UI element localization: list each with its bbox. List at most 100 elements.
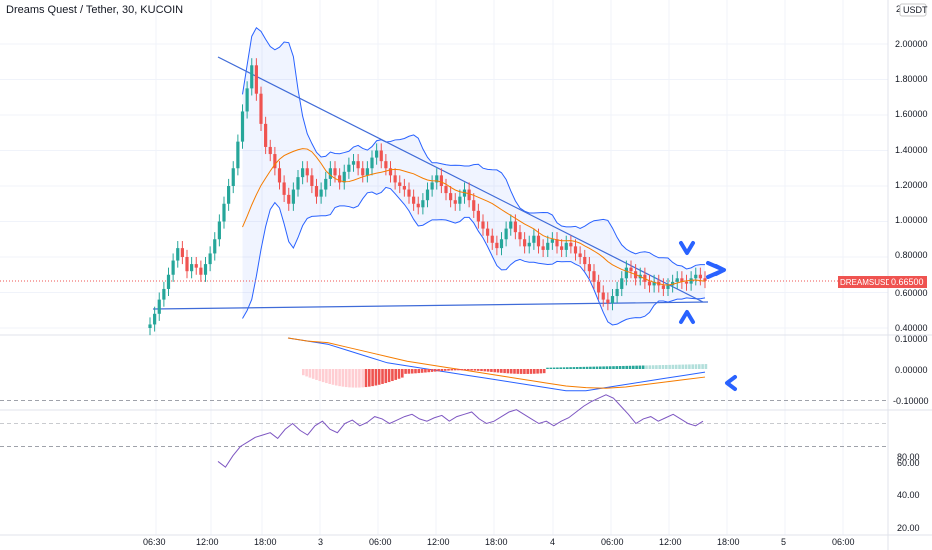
candle-body: [245, 88, 249, 112]
candle-body: [176, 248, 180, 261]
macd-histogram-bar: [397, 369, 401, 379]
macd-histogram-bar: [427, 369, 430, 373]
macd-histogram-bar: [655, 365, 658, 369]
macd-histogram-bar: [701, 364, 704, 369]
macd-tick-label: 0.00000: [895, 365, 928, 375]
macd-histogram-bar: [460, 369, 463, 371]
candle-body: [684, 281, 689, 284]
macd-histogram-bar: [704, 364, 708, 369]
macd-axis[interactable]: 0.10000 0.00000 -0.10000: [893, 334, 929, 406]
macd-histogram-bar: [335, 369, 338, 386]
candle-body: [476, 210, 480, 222]
rsi-tick-label: 40.00: [897, 490, 920, 500]
candle-body: [236, 141, 240, 169]
price-tick-label: 1.40000: [895, 145, 928, 155]
candle-body: [421, 200, 425, 208]
macd-histogram-bar: [605, 366, 609, 369]
rsi-tick-label: 60.00: [897, 458, 920, 468]
macd-histogram-bar: [394, 369, 397, 380]
macd-histogram-bar: [361, 369, 364, 388]
macd-histogram-bar: [420, 369, 424, 373]
upper-band: [242, 26, 706, 270]
macd-histogram-bar: [348, 369, 351, 388]
macd-histogram-bar: [661, 365, 665, 369]
candle-body: [157, 299, 161, 314]
time-axis[interactable]: 06:30 12:00 18:00 3 06:00 12:00 18:00 4 …: [143, 537, 855, 547]
candle-body: [222, 203, 226, 222]
candle-body: [365, 168, 369, 176]
time-tick-label: 12:00: [659, 537, 682, 547]
macd-histogram-bar: [556, 367, 559, 369]
candle-body: [518, 232, 522, 240]
candle-body: [407, 189, 411, 197]
rsi-tick-label: 80.00: [897, 452, 920, 462]
macd-histogram-bar: [632, 365, 635, 369]
macd-tick-label: -0.10000: [893, 396, 929, 406]
candle-body: [305, 168, 309, 176]
candle-body: [606, 299, 610, 304]
candle-body: [680, 278, 684, 282]
candle-body: [333, 168, 337, 176]
macd-histogram-bar: [503, 369, 506, 374]
candle-body: [314, 186, 319, 197]
candle-body: [203, 264, 208, 275]
macd-histogram-bar: [635, 365, 638, 369]
macd-histogram-bar: [592, 366, 595, 369]
candle-body: [153, 313, 157, 325]
macd-histogram-bar: [463, 369, 467, 371]
macd-tick-label: 0.10000: [895, 334, 928, 344]
candle-body: [569, 242, 573, 247]
macd-histogram-bar: [381, 369, 384, 384]
candle-body: [282, 182, 286, 195]
macd-histogram-bar: [513, 369, 516, 374]
macd-histogram-bar: [566, 367, 569, 369]
candle-body: [698, 274, 702, 279]
candle-body: [213, 239, 217, 254]
candle-body: [393, 175, 397, 183]
up-arrow-icon: [679, 310, 695, 324]
macd-histogram-bar: [391, 369, 394, 382]
macd-histogram-bar: [470, 369, 473, 371]
support-trendline: [152, 301, 709, 310]
time-tick-label: 18:00: [717, 537, 740, 547]
candle-body: [402, 186, 406, 190]
rsi-pane: [0, 394, 888, 468]
macd-histogram-bar: [638, 365, 642, 369]
candle-body: [388, 168, 393, 176]
rsi-axis[interactable]: 80.00 60.00 40.00 20.00: [897, 452, 920, 533]
price-axis[interactable]: 2 USDT 2.00000 1.80000 1.60000 1.40000 1…: [838, 3, 928, 333]
time-tick-label: 06:00: [369, 537, 392, 547]
candle-body: [490, 235, 494, 243]
macd-histogram-bar: [302, 369, 305, 376]
price-tick-label: 0.40000: [895, 323, 928, 333]
macd-histogram-bar: [622, 365, 625, 369]
candle-body: [384, 161, 388, 169]
macd-histogram-bar: [483, 369, 487, 372]
macd-histogram-bar: [536, 369, 539, 374]
candle-body: [573, 246, 578, 254]
macd-histogram-bar: [688, 364, 691, 369]
currency-badge[interactable]: [899, 3, 927, 17]
macd-histogram-bar: [437, 369, 440, 372]
macd-histogram-bar: [374, 369, 378, 386]
candle-body: [231, 168, 235, 186]
macd-histogram-bar: [625, 365, 628, 369]
time-tick-label: 06:30: [143, 537, 166, 547]
macd-histogram-bar: [575, 367, 579, 369]
bollinger-bands: [242, 26, 706, 326]
candle-body: [324, 178, 328, 190]
macd-histogram-bar: [529, 369, 533, 374]
candle-body: [449, 193, 453, 201]
candle-body: [250, 65, 254, 89]
macd-histogram-bar: [542, 369, 546, 374]
price-tick-label: 1.00000: [895, 215, 928, 225]
macd-histogram-bar: [368, 369, 371, 387]
candle-body: [513, 221, 517, 233]
candle-body: [467, 189, 471, 201]
macd-histogram-bar: [684, 364, 688, 369]
candles[interactable]: [148, 58, 707, 336]
macd-histogram-bar: [308, 369, 312, 378]
price-axis-top-label: 2: [896, 4, 901, 14]
